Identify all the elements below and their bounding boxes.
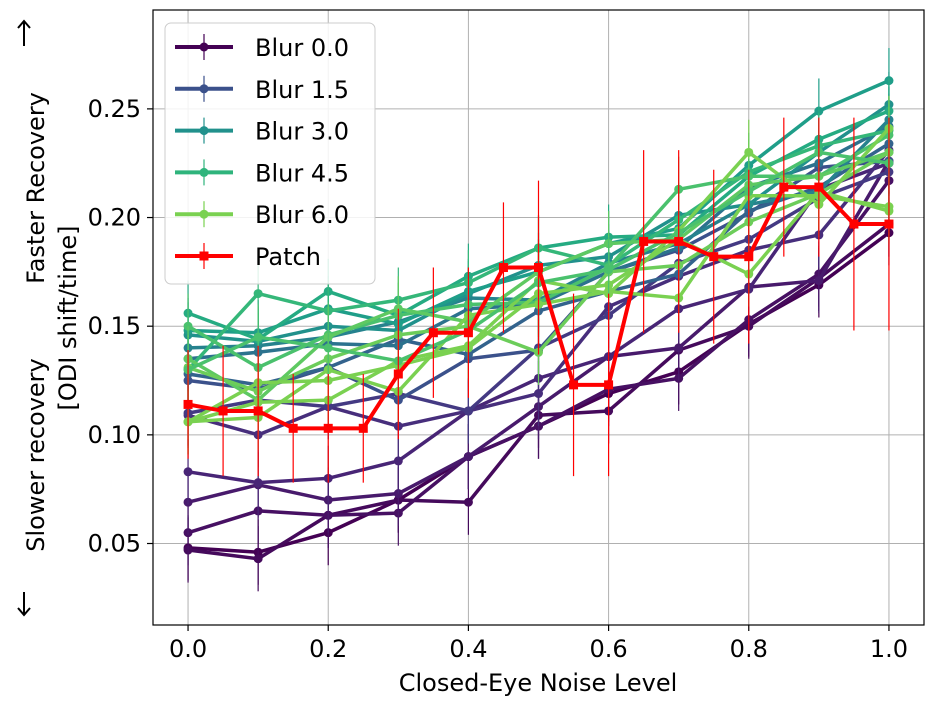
data-point [393, 456, 403, 466]
legend-swatch-marker [199, 126, 209, 136]
legend-label: Patch [255, 243, 321, 271]
legend-entry: Blur 1.5 [175, 75, 349, 104]
x-axis-label: Closed-Eye Noise Level [399, 669, 678, 697]
patch-point [849, 219, 859, 229]
patch-point [393, 369, 403, 379]
patch-point [814, 182, 824, 192]
patch-point [218, 406, 228, 416]
data-point [253, 478, 263, 488]
patch-point [884, 219, 894, 229]
data-point [323, 343, 333, 353]
legend-entry: Blur 4.5 [175, 159, 349, 187]
patch-point [569, 380, 579, 390]
data-point [253, 289, 263, 299]
legend-label: Blur 1.5 [255, 76, 349, 104]
data-point [814, 276, 824, 286]
data-point [183, 467, 193, 477]
legend-entry: Patch [175, 243, 321, 271]
y-tick-label: 0.25 [88, 95, 141, 123]
x-tick-label: 0.0 [169, 635, 207, 663]
patch-point [183, 399, 193, 409]
patch-point [288, 423, 298, 433]
legend-entry: Blur 3.0 [175, 117, 349, 146]
y-tick-label: 0.20 [88, 204, 141, 232]
patch-point [674, 236, 684, 246]
legend-swatch-marker [199, 42, 209, 52]
data-point [463, 406, 473, 416]
patch-point [639, 236, 649, 246]
x-axis-ticks: 0.0 0.2 0.4 0.6 0.8 1.0 [169, 625, 908, 663]
patch-point [463, 328, 473, 338]
patch-point [779, 182, 789, 192]
patch-point [323, 423, 333, 433]
up-arrow-icon [17, 19, 31, 46]
x-tick-label: 0.8 [730, 635, 768, 663]
y-tick-label: 0.05 [88, 530, 141, 558]
legend-entry: Blur 6.0 [175, 201, 349, 229]
patch-point [498, 263, 508, 273]
y-axis-label-units: [ODI shift/time] [54, 226, 82, 411]
legend-entry: Blur 0.0 [175, 34, 349, 62]
legend-label: Blur 3.0 [255, 118, 349, 146]
y-axis-ticks: 0.05 0.10 0.15 0.20 0.25 [88, 95, 153, 558]
data-point [463, 452, 473, 462]
y-tick-label: 0.10 [88, 421, 141, 449]
data-point [253, 554, 263, 564]
patch-point [604, 380, 614, 390]
x-tick-label: 0.2 [309, 635, 347, 663]
y-axis-label-slower: Slower recovery [22, 358, 50, 552]
legend-swatch-marker [199, 251, 209, 261]
y-tick-label: 0.15 [88, 312, 141, 340]
patch-point [358, 423, 368, 433]
data-point [463, 497, 473, 507]
data-point [674, 343, 684, 353]
plot-frame [152, 9, 925, 626]
y-axis-label-faster: Faster Recovery [22, 92, 50, 284]
down-arrow-icon [17, 592, 31, 617]
patch-point [744, 252, 754, 262]
x-tick-label: 0.6 [590, 635, 628, 663]
patch-point [253, 406, 263, 416]
x-tick-label: 0.4 [449, 635, 487, 663]
x-tick-label: 1.0 [870, 635, 908, 663]
legend-swatch-marker [199, 167, 209, 177]
legend-label: Blur 4.5 [255, 159, 349, 187]
legend-swatch-marker [199, 209, 209, 219]
legend-label: Blur 6.0 [255, 201, 349, 229]
data-point [253, 332, 263, 342]
legend: Blur 0.0 Blur 1.5 Blur 3.0 Blur 4.5 Blur 6.0… [164, 22, 376, 285]
patch-point [709, 252, 719, 262]
data-point [744, 147, 754, 157]
patch-series-group [183, 117, 894, 483]
data-point [604, 265, 614, 275]
legend-label: Blur 0.0 [255, 34, 349, 62]
data-point [534, 389, 543, 399]
legend-swatch-marker [199, 84, 209, 94]
patch-point [428, 328, 438, 338]
patch-point [534, 263, 543, 273]
